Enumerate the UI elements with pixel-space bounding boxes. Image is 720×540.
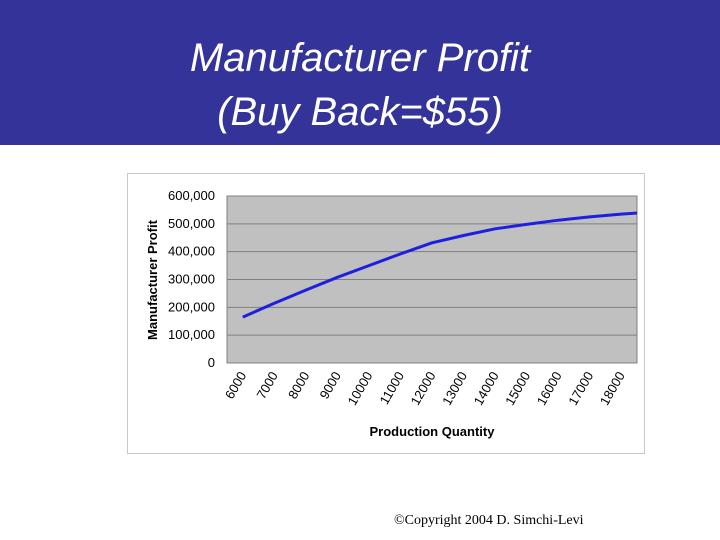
y-tick-label: 200,000	[168, 299, 215, 314]
y-tick-label: 600,000	[168, 188, 215, 203]
y-tick-label: 100,000	[168, 327, 215, 342]
y-axis-label: Manufacturer Profit	[145, 219, 160, 340]
y-tick-label: 500,000	[168, 216, 215, 231]
x-tick-label: 13000	[439, 369, 470, 408]
series-line	[242, 211, 638, 319]
x-tick-label: 6000	[222, 369, 249, 402]
y-tick-label: 400,000	[168, 244, 215, 259]
copyright-footer: ©Copyright 2004 D. Simchi-Levi	[394, 513, 584, 528]
x-tick-label: 12000	[408, 369, 439, 408]
title-line-2: (Buy Back=$55)	[217, 90, 503, 134]
x-tick-label: 10000	[344, 369, 375, 408]
x-tick-label: 17000	[565, 369, 596, 408]
x-tick-label: 14000	[471, 369, 502, 408]
x-tick-label: 18000	[597, 369, 628, 408]
x-tick-label: 9000	[317, 369, 344, 402]
x-tick-label: 8000	[285, 369, 312, 402]
x-tick-label: 7000	[253, 369, 280, 402]
title-line-1: Manufacturer Profit	[189, 36, 531, 80]
x-tick-label: 16000	[534, 369, 565, 408]
x-tick-label: 11000	[376, 369, 407, 407]
x-axis-label: Production Quantity	[370, 424, 496, 439]
y-tick-label: 300,000	[168, 272, 215, 287]
x-tick-label: 15000	[502, 369, 533, 408]
y-tick-label: 0	[208, 355, 215, 370]
title-banner: Manufacturer Profit (Buy Back=$55)	[0, 0, 720, 145]
